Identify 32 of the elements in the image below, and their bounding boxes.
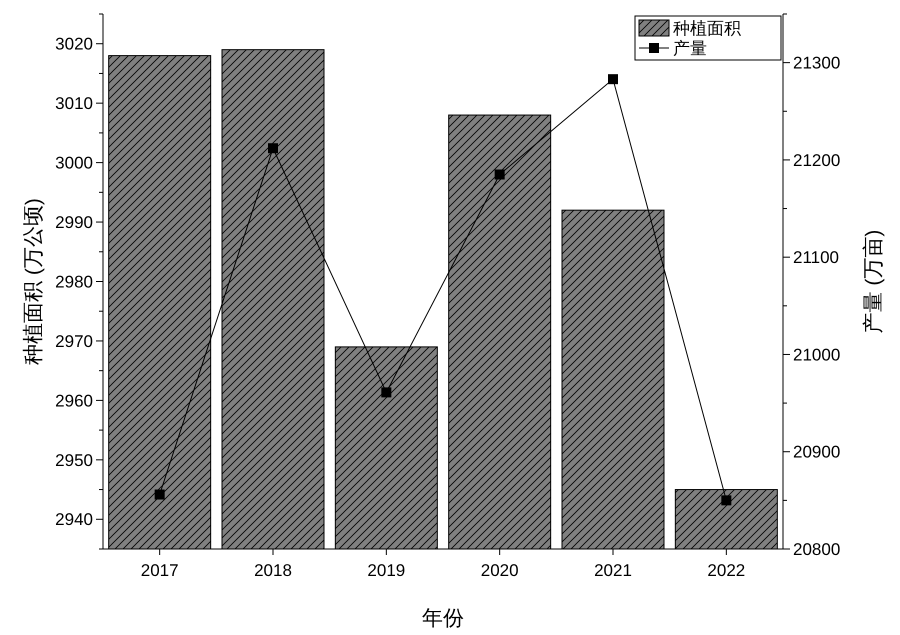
x-tick-label: 2021: [594, 561, 632, 580]
y-tick-label: 2970: [55, 332, 93, 351]
point: [381, 387, 392, 398]
x-tick-label: 2022: [707, 561, 746, 580]
point: [268, 143, 278, 154]
y-axis-title: 种植面积 (万公顷): [22, 198, 45, 365]
x-tick-label: 2017: [140, 561, 179, 580]
y2-tick-label: 20800: [793, 540, 840, 559]
point: [721, 495, 732, 506]
y-tick-label: 2960: [55, 391, 93, 410]
x-tick-label: 2020: [480, 561, 519, 580]
legend-label: 种植面积: [673, 19, 741, 38]
point: [608, 74, 618, 84]
point: [154, 490, 165, 500]
x-axis-title: 年份: [422, 607, 464, 630]
x-tick-label: 2018: [254, 561, 292, 580]
y-tick-label: 2980: [55, 272, 93, 292]
y-tick-label: 3010: [55, 94, 93, 114]
x-tick-label: 2019: [367, 561, 406, 580]
y2-tick-label: 21100: [793, 248, 840, 268]
y-tick-label: 3020: [55, 34, 93, 54]
y2-tick-label: 21000: [793, 345, 840, 364]
y2-axis-title: 产量 (万亩): [862, 230, 885, 334]
point: [494, 170, 505, 180]
y-tick-label: 2940: [55, 510, 93, 530]
y2-tick-label: 21200: [793, 150, 840, 170]
y2-tick-label: 21300: [793, 54, 840, 73]
y2-tick-label: 20900: [793, 442, 840, 462]
y-tick-label: 3000: [55, 154, 93, 173]
y-tick-label: 2990: [55, 213, 93, 232]
legend-label: 产量: [673, 39, 707, 58]
y-tick-label: 2950: [55, 450, 93, 470]
